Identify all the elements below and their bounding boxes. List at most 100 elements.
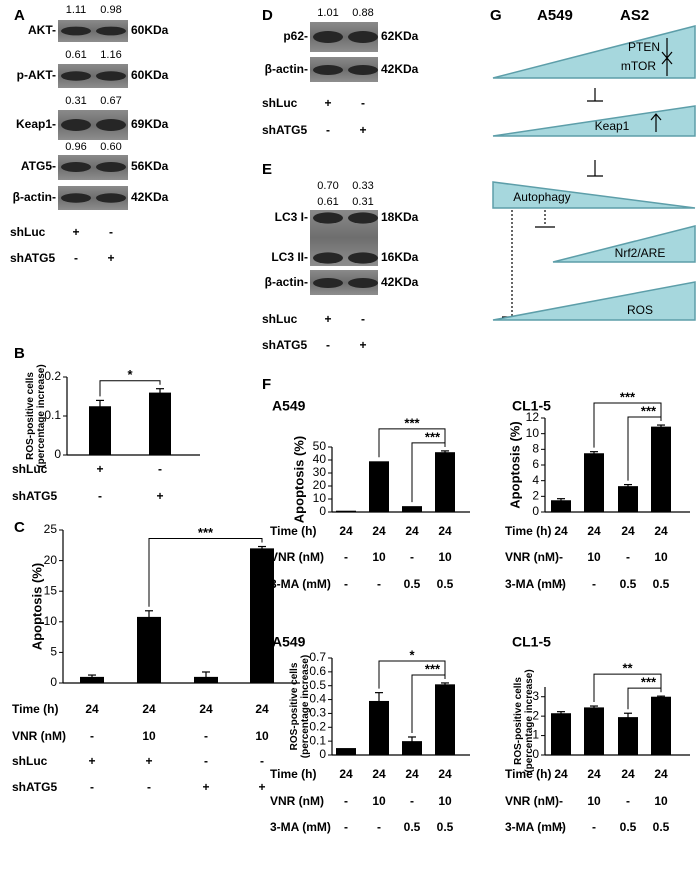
condition-value: - (344, 820, 348, 834)
quantification: 0.61 (65, 49, 86, 61)
condition-name: shATG5 (262, 338, 307, 352)
node-label: mTOR (621, 59, 656, 73)
node-label: Keap1 (595, 119, 630, 133)
band (61, 162, 91, 172)
y-tick-label: 3 (532, 689, 539, 703)
size-label: 62KDa (381, 29, 419, 43)
condition-mark: + (324, 96, 331, 110)
band (96, 26, 126, 36)
condition-value: 10 (654, 794, 668, 808)
condition-name: VNR (nM) (270, 794, 324, 808)
condition-name: VNR (nM) (270, 550, 324, 564)
quantification: 0.31 (65, 95, 86, 107)
band (61, 119, 91, 131)
condition-value: - (147, 780, 151, 794)
condition-value: 10 (438, 794, 452, 808)
condition-value: 10 (654, 550, 668, 564)
condition-value: 24 (339, 767, 353, 781)
bar (149, 392, 171, 455)
size-label: 42KDa (131, 190, 169, 204)
panel-label: A (14, 7, 25, 24)
condition-value: 0.5 (620, 577, 637, 591)
triangle (492, 281, 696, 321)
node-label: PTEN (628, 40, 660, 54)
significance-bracket (378, 428, 446, 458)
condition-name: VNR (nM) (12, 729, 66, 743)
bar (137, 616, 161, 683)
condition-value: - (626, 550, 630, 564)
condition-value: + (156, 489, 163, 503)
condition-value: 10 (438, 550, 452, 564)
band (348, 31, 378, 43)
y-tick-label: 0.2 (44, 369, 61, 383)
bar (584, 707, 604, 755)
bar (402, 506, 422, 512)
y-tick-label: 50 (313, 439, 327, 453)
condition-value: - (344, 577, 348, 591)
condition-value: - (158, 462, 162, 476)
condition-value: + (258, 780, 265, 794)
y-tick-label: 0.3 (309, 706, 326, 720)
significance-bracket (593, 402, 662, 448)
condition-value: 24 (199, 702, 213, 716)
condition-value: 24 (142, 702, 156, 716)
column-label: A549 (537, 7, 573, 24)
condition-name: shLuc (262, 312, 298, 326)
condition-name: shATG5 (262, 123, 307, 137)
condition-value: + (96, 462, 103, 476)
y-tick-label: 30 (313, 465, 327, 479)
bar (435, 684, 455, 755)
condition-mark: - (74, 251, 78, 265)
condition-mark: - (109, 225, 113, 239)
y-tick-label: 4 (532, 473, 539, 487)
size-label: 56KDa (131, 159, 169, 173)
condition-name: 3-MA (mM) (270, 820, 331, 834)
condition-value: 24 (372, 524, 386, 538)
condition-value: 10 (142, 729, 156, 743)
bar (369, 461, 389, 512)
condition-value: 10 (587, 550, 601, 564)
band (61, 71, 91, 81)
condition-mark: + (107, 251, 114, 265)
condition-value: 24 (255, 702, 269, 716)
band (96, 162, 126, 172)
y-tick-label: 0 (532, 747, 539, 761)
significance-bracket (99, 380, 161, 397)
y-axis-label: Apoptosis (%) (291, 436, 306, 523)
quantification: 0.96 (65, 141, 86, 153)
y-tick-label: 20 (313, 478, 327, 492)
condition-value: - (98, 489, 102, 503)
y-tick-label: 40 (313, 452, 327, 466)
y-tick-label: 12 (526, 410, 540, 424)
condition-mark: - (361, 312, 365, 326)
quantification: 1.01 (317, 7, 338, 19)
significance-bracket (411, 674, 446, 733)
y-tick-label: 25 (44, 522, 58, 536)
condition-value: 0.5 (437, 820, 454, 834)
condition-name: shATG5 (12, 780, 57, 794)
bar (336, 510, 356, 512)
condition-value: 0.5 (437, 577, 454, 591)
condition-value: 10 (372, 550, 386, 564)
y-tick-label: 10 (526, 426, 540, 440)
y-tick-label: 0.4 (309, 692, 326, 706)
significance-bracket (627, 687, 662, 710)
size-label: 60KDa (131, 23, 169, 37)
condition-mark: - (361, 96, 365, 110)
condition-name: 3-MA (mM) (505, 820, 566, 834)
bar (551, 500, 571, 512)
chart-title: CL1-5 (512, 634, 551, 650)
condition-value: - (592, 820, 596, 834)
condition-value: - (204, 754, 208, 768)
y-tick-label: 8 (532, 442, 539, 456)
band (348, 212, 378, 224)
condition-value: 10 (587, 794, 601, 808)
band (348, 65, 378, 75)
significance-label: * (127, 367, 133, 382)
condition-name: shLuc (12, 462, 48, 476)
quantification: 1.11 (66, 4, 87, 16)
band (313, 278, 343, 288)
band (348, 252, 378, 264)
y-tick-label: 1 (532, 728, 539, 742)
y-tick-label: 0 (54, 447, 61, 461)
